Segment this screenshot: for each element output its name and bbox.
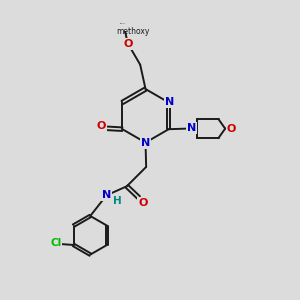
Text: O: O: [123, 39, 132, 49]
Text: Cl: Cl: [50, 238, 61, 248]
Text: methoxy: methoxy: [116, 27, 150, 36]
Text: O: O: [226, 124, 236, 134]
Text: methoxy: methoxy: [120, 22, 126, 24]
Text: O: O: [96, 121, 106, 131]
Text: N: N: [187, 123, 196, 133]
Text: H: H: [112, 196, 122, 206]
Text: O: O: [138, 198, 148, 208]
Text: N: N: [141, 138, 150, 148]
Text: N: N: [165, 97, 174, 107]
Text: N: N: [102, 190, 111, 200]
